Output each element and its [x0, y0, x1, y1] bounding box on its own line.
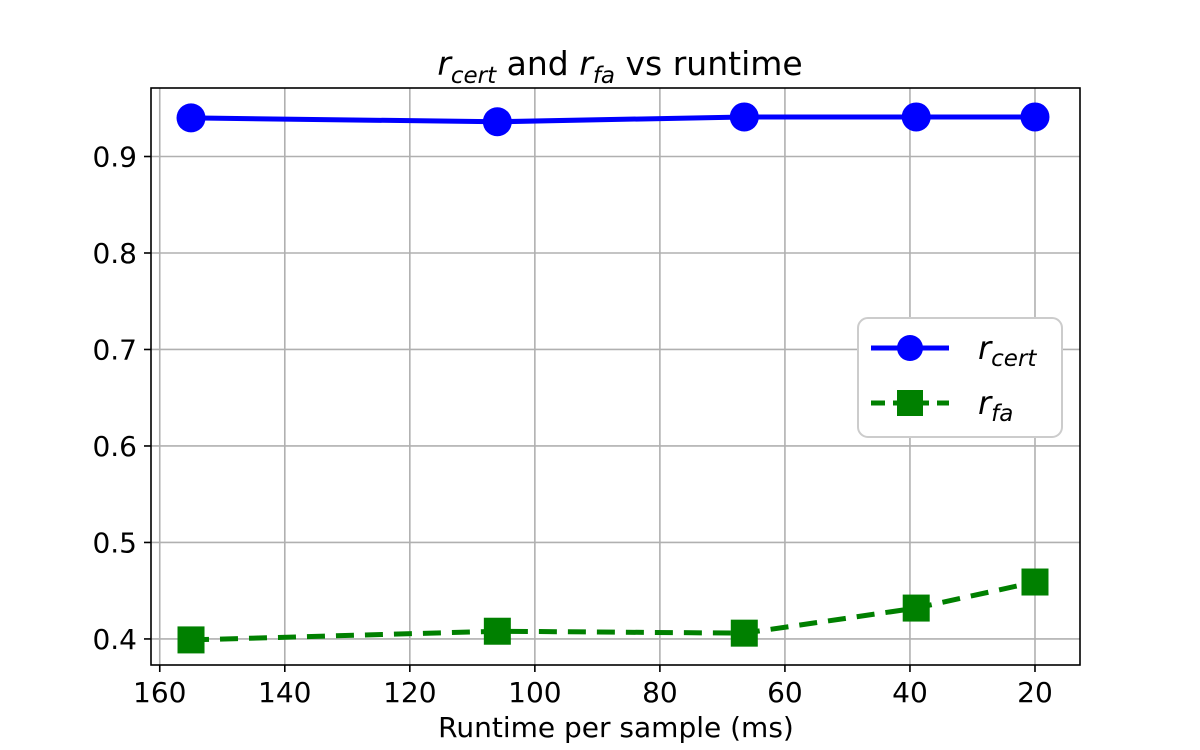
r_cert-marker [901, 102, 931, 132]
y-tick-label: 0.4 [92, 623, 137, 656]
series-layer [176, 102, 1050, 654]
x-tick-label: 60 [767, 676, 803, 709]
x-tick-label: 100 [508, 676, 561, 709]
y-tick-label: 0.7 [92, 333, 137, 366]
r_fa-marker [177, 626, 205, 654]
r_fa-marker [730, 619, 758, 647]
r_cert-marker [176, 103, 206, 133]
x-tick-label: 80 [642, 676, 678, 709]
y-tick-label: 0.9 [92, 141, 137, 174]
legend-box [857, 317, 1063, 438]
x-tick-label: 160 [133, 676, 186, 709]
legend-label-r_fa: rfa [978, 384, 1013, 427]
y-tick-label: 0.8 [92, 237, 137, 270]
x-tick-label: 140 [258, 676, 311, 709]
x-axis-label: Runtime per sample (ms) [438, 711, 794, 744]
y-tick-label: 0.5 [92, 526, 137, 559]
legend-marker-r_fa [897, 390, 923, 416]
x-tick-label: 20 [1017, 676, 1053, 709]
text-layer: rcert and rfa vs runtime Runtime per sam… [437, 44, 802, 744]
r_cert-marker [729, 102, 759, 132]
x-tick-label: 120 [383, 676, 436, 709]
r_cert-marker [482, 107, 512, 137]
legend-label-r_cert: rcert [978, 329, 1037, 372]
r_fa-marker [902, 594, 930, 622]
y-tick-label: 0.6 [92, 430, 137, 463]
r_cert-marker [1020, 102, 1050, 132]
tick-layer: 160 140 120 100 80 60 40 20 0.4 0.5 0.6 0.7 0.8 0.9 [92, 87, 1081, 709]
legend-marker-r_cert [897, 335, 923, 361]
r_fa-marker [1021, 568, 1049, 596]
x-tick-label: 40 [892, 676, 928, 709]
legend-layer: rcert rfa [857, 317, 1063, 438]
r_fa-marker [483, 617, 511, 645]
chart-title: rcert and rfa vs runtime [437, 44, 802, 89]
plot-border [150, 87, 1081, 666]
